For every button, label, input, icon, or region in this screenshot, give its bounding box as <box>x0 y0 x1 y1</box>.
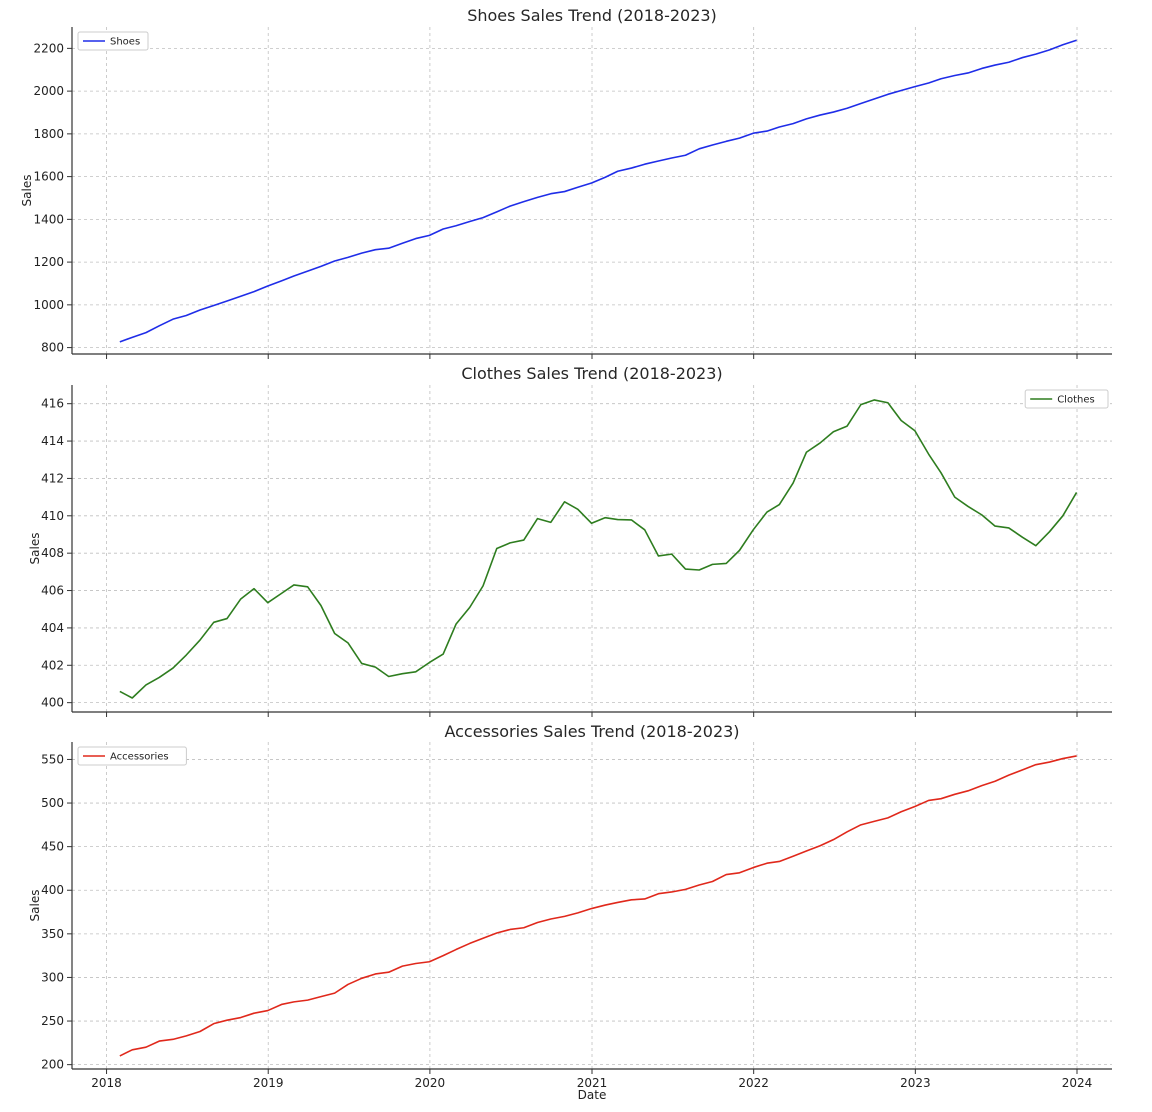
shoes-chart-panel: 800 1000 1200 1400 1600 1800 2000 2200 Shoes Sal… <box>20 6 1112 359</box>
y-tick-label: 410 <box>41 509 64 523</box>
series-line-clothes <box>119 399 1078 699</box>
y-axis-label: Sales <box>28 533 42 565</box>
y-tick-label: 412 <box>41 471 64 485</box>
chart-title: Accessories Sales Trend (2018-2023) <box>444 722 739 741</box>
x-tick-label: 2024 <box>1062 1076 1093 1090</box>
y-tick-label: 416 <box>41 397 64 411</box>
y-tick-label: 2200 <box>33 41 64 55</box>
y-axis-label: Sales <box>28 890 42 922</box>
y-tick-label: 400 <box>41 883 64 897</box>
x-tick-label: 2021 <box>577 1076 608 1090</box>
legend-label: Shoes <box>110 37 140 48</box>
y-tick-label: 350 <box>41 927 64 941</box>
chart-title: Clothes Sales Trend (2018-2023) <box>461 364 722 383</box>
accessories-chart-panel: 2018 2019 2020 2021 2022 2023 2024 200 250 300 350… <box>28 722 1112 1102</box>
y-tick-label: 250 <box>41 1014 64 1028</box>
x-tick-label: 2023 <box>900 1076 931 1090</box>
y-tick-label: 404 <box>41 621 64 635</box>
y-tick-label: 1000 <box>33 298 64 312</box>
legend: Shoes <box>77 31 149 51</box>
y-tick-label: 1800 <box>33 127 64 141</box>
y-tick-label: 402 <box>41 658 64 672</box>
y-axis-label: Sales <box>20 175 34 207</box>
x-tick-label: 2019 <box>253 1076 284 1090</box>
y-tick-label: 500 <box>41 796 64 810</box>
clothes-chart-panel: 400 402 404 406 408 410 412 414 416 Clothes Sales… <box>28 364 1112 717</box>
series-line-accessories <box>119 755 1077 1057</box>
y-tick-label: 200 <box>41 1058 64 1072</box>
legend: Accessories <box>77 746 187 766</box>
y-tick-label: 450 <box>41 840 64 854</box>
legend-box <box>77 31 149 51</box>
x-tick-label: 2022 <box>738 1076 769 1090</box>
y-tick-label: 414 <box>41 434 64 448</box>
y-tick-label: 400 <box>41 696 64 710</box>
legend: Clothes <box>1024 389 1109 409</box>
x-axis-label: Date <box>578 1088 607 1102</box>
x-tick-label: 2018 <box>91 1076 122 1090</box>
series-line-shoes <box>119 39 1077 343</box>
legend-label: Clothes <box>1057 395 1095 406</box>
y-tick-label: 2000 <box>33 84 64 98</box>
y-tick-label: 1600 <box>33 170 64 184</box>
legend-box <box>1024 389 1109 409</box>
y-tick-label: 1400 <box>33 212 64 226</box>
y-tick-label: 408 <box>41 546 64 560</box>
y-tick-label: 550 <box>41 752 64 766</box>
x-tick-label: 2020 <box>415 1076 446 1090</box>
y-tick-label: 800 <box>41 341 64 355</box>
chart-title: Shoes Sales Trend (2018-2023) <box>467 6 717 25</box>
y-tick-label: 1200 <box>33 255 64 269</box>
legend-box <box>77 746 187 766</box>
y-tick-label: 300 <box>41 970 64 984</box>
y-tick-label: 406 <box>41 584 64 598</box>
legend-label: Accessories <box>110 752 169 763</box>
